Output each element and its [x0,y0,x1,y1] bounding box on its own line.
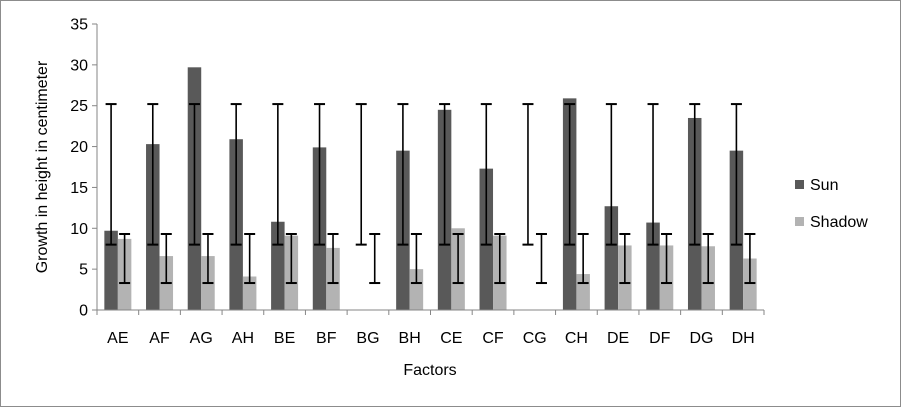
x-tick-label-bg: BG [356,330,379,347]
legend-swatch-shadow [795,217,804,226]
error-bar-sun-ah [230,103,242,246]
y-tick-label-30: 30 [70,57,88,74]
error-bar-sun-ce [439,103,451,246]
error-bar-sun-dh [730,103,742,246]
x-tick-label-be: BE [274,330,295,347]
error-bar-shadow-bf [327,233,339,285]
error-bar-shadow-cf [494,233,506,285]
x-tick-label-dg: DG [689,330,713,347]
error-bar-sun-bg [355,103,367,246]
error-bar-shadow-bh [410,233,422,285]
bar-sun-ae [104,230,118,310]
axes-layer: 0 5 10 15 20 25 30 35 AE AF AG AH BE BF BG BH CE CF CG CH DE… [70,17,765,347]
error-bar-sun-bf [314,103,326,246]
error-bar-shadow-ah [244,233,256,285]
error-bar-sun-bh [397,103,409,246]
error-bar-sun-be [272,103,284,246]
error-bar-shadow-ch [577,233,589,285]
x-tick-label-af: AF [149,330,170,347]
bar-shadow-dh [743,258,757,310]
error-bar-shadow-ce [452,233,464,285]
error-bar-sun-cf [480,103,492,246]
y-tick-label-10: 10 [70,221,88,238]
error-bars-layer [105,103,756,285]
x-tick-label-ah: AH [232,330,254,347]
error-bar-sun-ag [188,103,200,246]
legend-item-sun: Sun [795,177,838,194]
bar-sun-de [604,206,619,310]
bar-shadow-ah [242,276,257,310]
error-bar-sun-de [605,103,617,246]
x-tick-label-bh: BH [399,330,421,347]
error-bar-shadow-cg [535,233,547,285]
y-tick-label-15: 15 [70,180,88,197]
x-tick-label-ch: CH [565,330,588,347]
legend-swatch-sun [795,180,804,189]
y-tick-label-35: 35 [70,17,88,34]
x-tick-label-dh: DH [732,330,755,347]
x-tick-label-ag: AG [190,330,213,347]
y-tick-label-0: 0 [79,303,88,320]
x-tick-label-cg: CG [523,330,547,347]
error-bar-shadow-dg [702,233,714,285]
y-tick-label-25: 25 [70,98,88,115]
bar-shadow-bh [409,269,424,310]
error-bar-sun-af [147,103,159,246]
x-axis-title: Factors [403,362,456,379]
y-tick-label-20: 20 [70,139,88,156]
legend-label-sun: Sun [810,177,838,194]
error-bar-shadow-dh [744,233,756,285]
error-bar-shadow-df [661,233,673,285]
error-bar-sun-ch [564,103,576,246]
y-axis-title: Growth in height in centimeter [34,60,51,273]
bars-layer [104,67,757,311]
error-bar-sun-ae [105,103,117,246]
x-tick-label-ae: AE [107,330,128,347]
error-bar-shadow-be [285,233,297,285]
error-bar-shadow-de [619,233,631,285]
y-tick-label-5: 5 [79,262,88,279]
x-tick-label-cf: CF [482,330,504,347]
error-bar-sun-df [647,103,659,246]
error-bar-shadow-bg [369,233,381,285]
x-tick-label-bf: BF [316,330,337,347]
x-tick-label-df: DF [649,330,671,347]
x-tick-label-ce: CE [440,330,462,347]
x-tick-label-de: DE [607,330,629,347]
error-bar-sun-dg [689,103,701,246]
error-bar-sun-cg [522,103,534,246]
error-bar-shadow-ag [202,233,214,285]
legend-label-shadow: Shadow [810,214,868,231]
error-bar-shadow-ae [119,233,131,285]
legend-item-shadow: Shadow [795,214,868,231]
error-bar-shadow-af [160,233,172,285]
legend: Sun Shadow [795,177,868,231]
